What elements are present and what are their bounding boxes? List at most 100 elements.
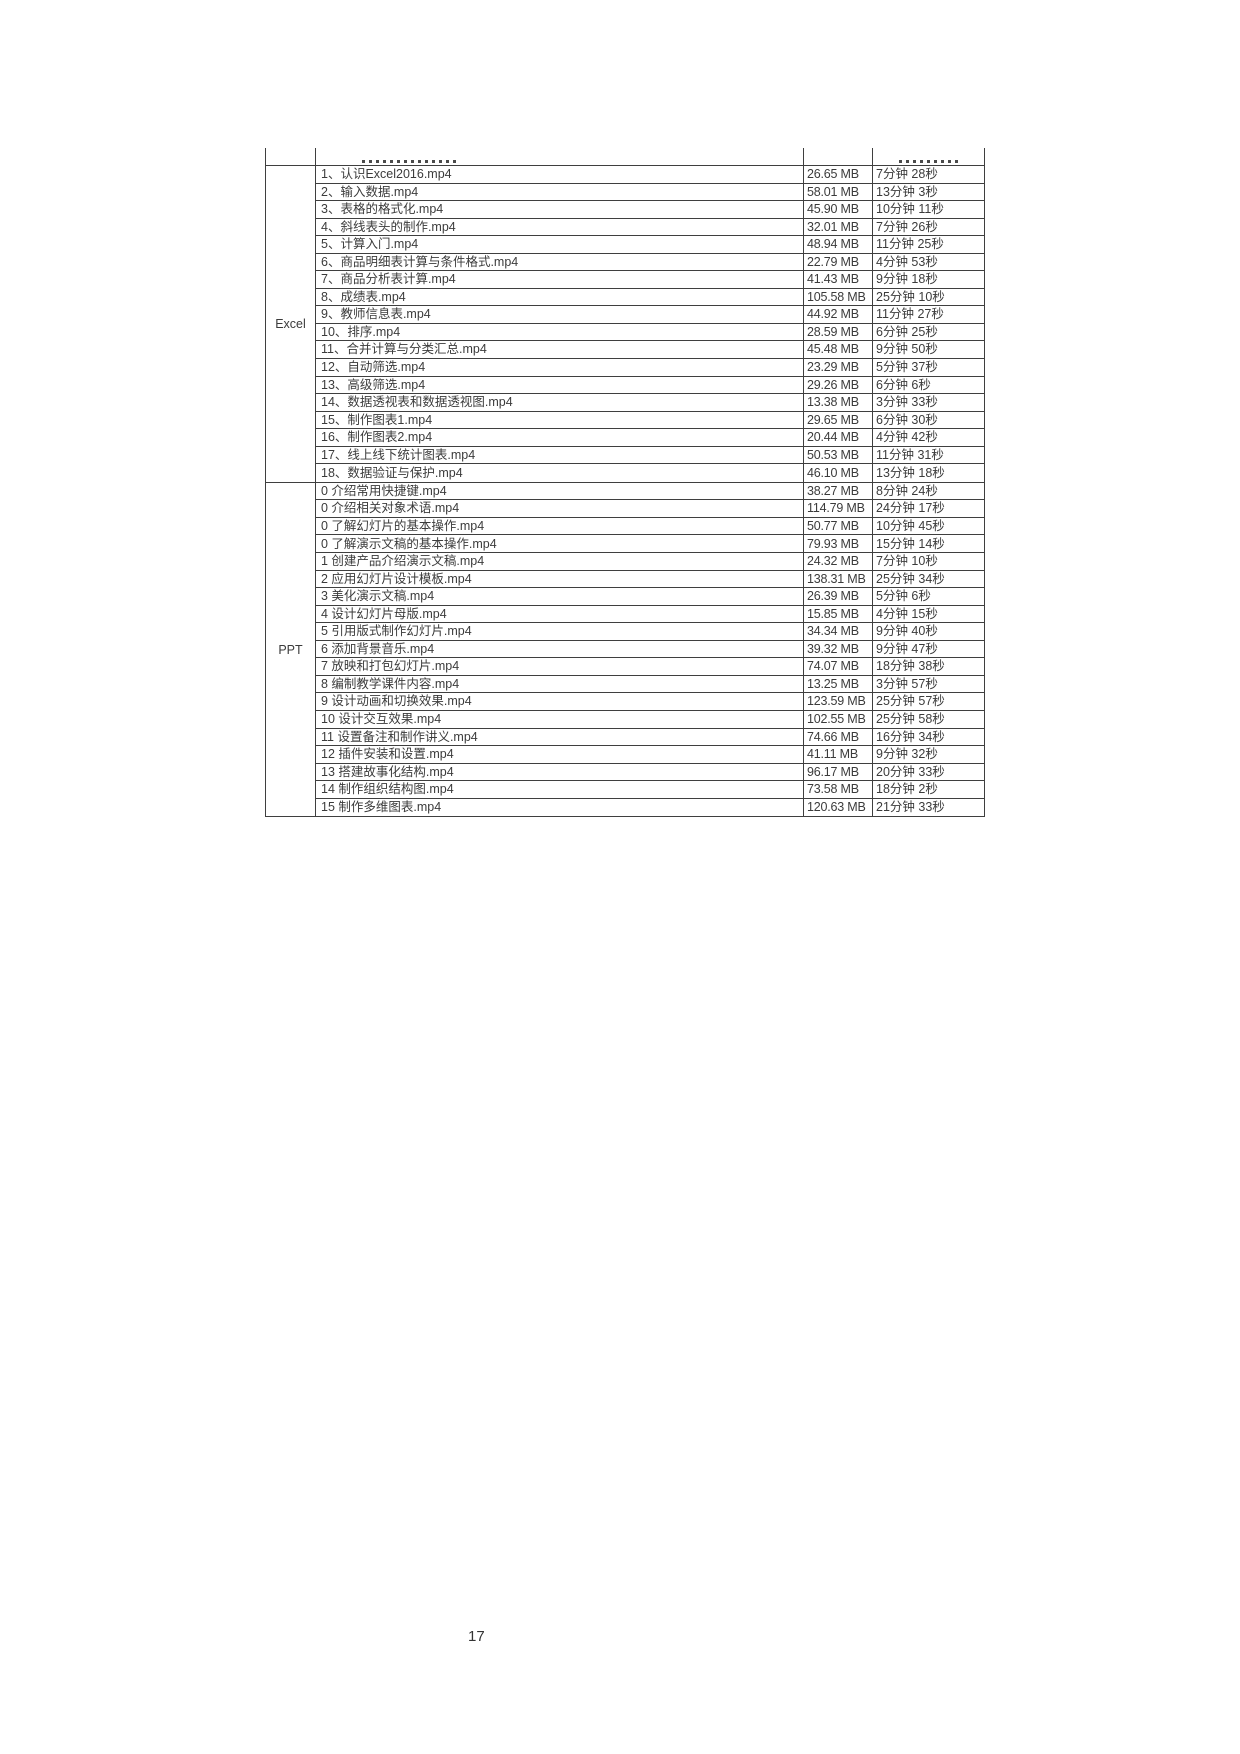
table-row: 7、商品分析表计算.mp4 41.43 MB 9分钟 18秒 [316, 271, 984, 289]
size-cell: 138.31 MB [804, 570, 873, 588]
size-cell: 45.90 MB [804, 201, 873, 218]
category-cell: Excel [266, 166, 316, 482]
size-cell: 123.59 MB [804, 693, 873, 710]
size-cell: 20.44 MB [804, 429, 873, 446]
table-row: 0 了解演示文稿的基本操作.mp4 79.93 MB 15分钟 14秒 [316, 535, 984, 554]
filename-cell: 10、排序.mp4 [316, 323, 804, 341]
size-cell: 48.94 MB [804, 236, 873, 253]
size-cell: 13.25 MB [804, 675, 873, 693]
duration-cell: 5分钟 6秒 [876, 589, 931, 604]
table-row: 10、排序.mp4 28.59 MB 6分钟 25秒 [316, 323, 984, 342]
filename-cell: 3 美化演示文稿.mp4 [316, 588, 804, 605]
size-cell: 26.65 MB [804, 166, 873, 183]
duration-cell: 9分钟 32秒 [876, 747, 938, 762]
table-row: 12 插件安装和设置.mp4 41.11 MB 9分钟 32秒 [316, 746, 984, 764]
clipped-text-fragment [362, 160, 458, 163]
table-row: 9、教师信息表.mp4 44.92 MB 11分钟 27秒 [316, 306, 984, 324]
size-cell: 79.93 MB [804, 535, 873, 553]
filename-cell: 2、输入数据.mp4 [316, 183, 804, 201]
table-row: 1 创建产品介绍演示文稿.mp4 24.32 MB 7分钟 10秒 [316, 553, 984, 571]
size-cell: 23.29 MB [804, 359, 873, 376]
filename-cell: 12 插件安装和设置.mp4 [316, 746, 804, 763]
category-cell: PPT [266, 482, 316, 817]
size-cell: 50.77 MB [804, 517, 873, 535]
size-cell: 105.58 MB [804, 288, 873, 306]
size-cell: 45.48 MB [804, 341, 873, 359]
filename-cell: 14、数据透视表和数据透视图.mp4 [316, 394, 804, 411]
duration-cell: 6分钟 30秒 [876, 412, 938, 427]
table-row: 13、高级筛选.mp4 29.26 MB 6分钟 6秒 [316, 376, 984, 395]
duration-cell: 11分钟 27秒 [876, 307, 944, 322]
filename-cell: 1、认识Excel2016.mp4 [316, 166, 804, 183]
duration-cell: 13分钟 3秒 [876, 184, 938, 199]
duration-cell: 6分钟 6秒 [876, 377, 931, 392]
size-cell: 32.01 MB [804, 218, 873, 236]
duration-cell: 15分钟 14秒 [876, 536, 945, 551]
table-row: 6、商品明细表计算与条件格式.mp4 22.79 MB 4分钟 53秒 [316, 253, 984, 272]
duration-cell: 10分钟 45秒 [876, 518, 945, 533]
filename-cell: 1 创建产品介绍演示文稿.mp4 [316, 553, 804, 570]
filename-cell: 10 设计交互效果.mp4 [316, 710, 804, 728]
filename-cell: 0 介绍相关对象术语.mp4 [316, 500, 804, 517]
table-row: 7 放映和打包幻灯片.mp4 74.07 MB 18分钟 38秒 [316, 658, 984, 676]
table-row: 1、认识Excel2016.mp4 26.65 MB 7分钟 28秒 [316, 166, 984, 184]
duration-cell: 9分钟 40秒 [876, 624, 938, 639]
duration-cell: 4分钟 42秒 [876, 430, 938, 445]
filename-cell: 9 设计动画和切换效果.mp4 [316, 693, 804, 710]
filename-cell: 13 搭建故事化结构.mp4 [316, 763, 804, 781]
filename-cell: 3、表格的格式化.mp4 [316, 201, 804, 218]
clipped-text-fragment [899, 160, 961, 163]
filename-cell: 0 介绍常用快捷键.mp4 [316, 482, 804, 500]
duration-cell: 9分钟 18秒 [876, 272, 938, 287]
file-table: Excel 1、认识Excel2016.mp4 26.65 MB 7分钟 28秒 2、输… [265, 148, 985, 818]
table-row: 8、成绩表.mp4 105.58 MB 25分钟 10秒 [316, 288, 984, 307]
table-row: 4、斜线表头的制作.mp4 32.01 MB 7分钟 26秒 [316, 218, 984, 237]
duration-cell: 4分钟 15秒 [876, 606, 938, 621]
size-cell: 74.66 MB [804, 728, 873, 746]
filename-cell: 0 了解幻灯片的基本操作.mp4 [316, 517, 804, 535]
duration-cell: 7分钟 28秒 [876, 167, 938, 182]
duration-cell: 3分钟 33秒 [876, 395, 938, 410]
filename-cell: 0 了解演示文稿的基本操作.mp4 [316, 535, 804, 553]
table-row: 11 设置备注和制作讲义.mp4 74.66 MB 16分钟 34秒 [316, 728, 984, 747]
size-cell: 96.17 MB [804, 763, 873, 781]
filename-cell: 13、高级筛选.mp4 [316, 376, 804, 394]
table-row: 12、自动筛选.mp4 23.29 MB 5分钟 37秒 [316, 359, 984, 377]
table-row: 10 设计交互效果.mp4 102.55 MB 25分钟 58秒 [316, 710, 984, 729]
size-cell: 29.65 MB [804, 411, 873, 429]
duration-cell: 25分钟 10秒 [876, 289, 945, 304]
filename-cell: 16、制作图表2.mp4 [316, 429, 804, 446]
size-cell: 46.10 MB [804, 464, 873, 482]
duration-cell: 11分钟 31秒 [876, 447, 944, 462]
size-cell: 74.07 MB [804, 658, 873, 675]
table-row: 13 搭建故事化结构.mp4 96.17 MB 20分钟 33秒 [316, 763, 984, 782]
table-row: 15 制作多维图表.mp4 120.63 MB 21分钟 33秒 [316, 798, 984, 817]
table-section-excel: Excel 1、认识Excel2016.mp4 26.65 MB 7分钟 28秒 2、输… [266, 166, 984, 483]
duration-cell: 7分钟 10秒 [876, 554, 938, 569]
size-cell: 15.85 MB [804, 605, 873, 623]
duration-cell: 9分钟 50秒 [876, 342, 938, 357]
duration-cell: 5分钟 37秒 [876, 360, 938, 375]
filename-cell: 8 编制教学课件内容.mp4 [316, 675, 804, 693]
size-cell: 26.39 MB [804, 588, 873, 605]
duration-cell: 10分钟 11秒 [876, 202, 944, 217]
table-row: 5、计算入门.mp4 48.94 MB 11分钟 25秒 [316, 236, 984, 254]
filename-cell: 9、教师信息表.mp4 [316, 306, 804, 323]
filename-cell: 4、斜线表头的制作.mp4 [316, 218, 804, 236]
filename-cell: 7、商品分析表计算.mp4 [316, 271, 804, 288]
table-section-ppt: PPT 0 介绍常用快捷键.mp4 38.27 MB 8分钟 24秒 0 介绍相关对象术… [266, 482, 984, 817]
filename-cell: 6 添加背景音乐.mp4 [316, 640, 804, 658]
filename-cell: 5、计算入门.mp4 [316, 236, 804, 253]
size-cell: 38.27 MB [804, 482, 873, 500]
duration-cell: 18分钟 38秒 [876, 659, 945, 674]
filename-cell: 2 应用幻灯片设计模板.mp4 [316, 570, 804, 588]
duration-cell: 21分钟 33秒 [876, 800, 945, 815]
size-cell: 114.79 MB [804, 500, 873, 517]
duration-cell: 11分钟 25秒 [876, 237, 944, 252]
duration-cell: 18分钟 2秒 [876, 782, 938, 797]
size-cell: 29.26 MB [804, 376, 873, 394]
duration-cell: 24分钟 17秒 [876, 501, 945, 516]
size-cell: 50.53 MB [804, 446, 873, 464]
table-row: 15、制作图表1.mp4 29.65 MB 6分钟 30秒 [316, 411, 984, 430]
table-row: 2、输入数据.mp4 58.01 MB 13分钟 3秒 [316, 183, 984, 202]
